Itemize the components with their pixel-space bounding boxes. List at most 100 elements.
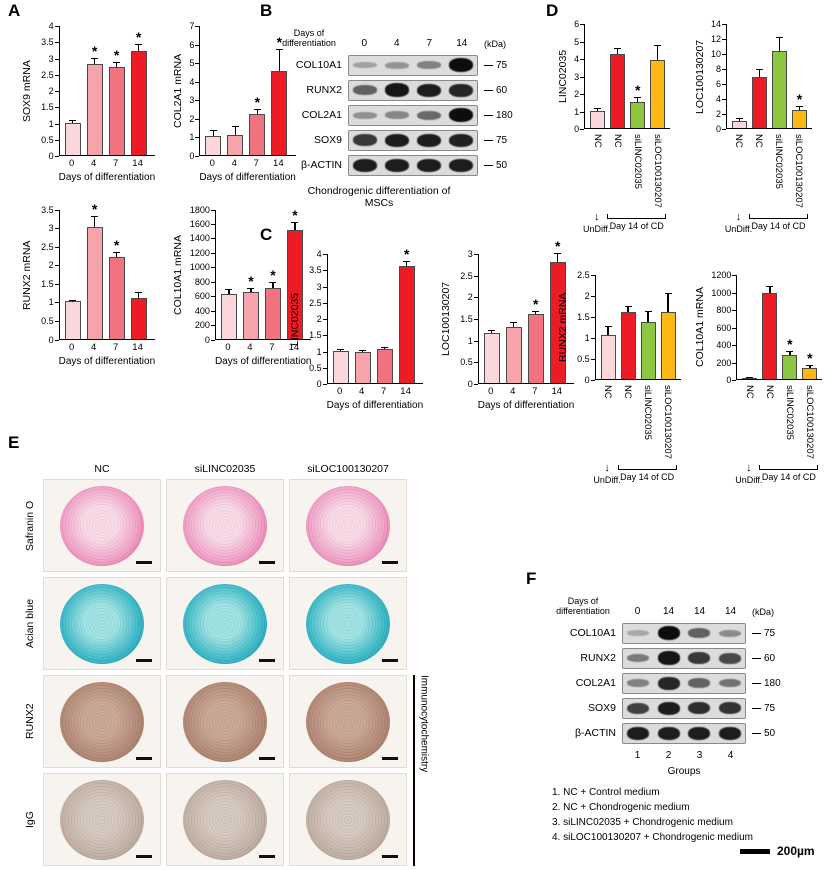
bar-chart-col2a1-mrna: COL2A1 mRNA 0 1 2 3 4 5 6 7 * * 0 4 7 14 Days of differ… — [171, 21, 296, 184]
y-tick-label: 3 — [467, 249, 478, 259]
chart-body: COL10A1 mRNA 0 200 400 600 800 1000 1200 1400 160… — [171, 205, 312, 368]
bar — [640, 322, 656, 379]
day14-group: Day 14 of CD — [607, 214, 667, 231]
plot-area: * — [725, 24, 812, 129]
bar-chart-col10a1-mrna: COL10A1 mRNA 0 200 400 600 800 1000 1200 1400 160… — [171, 205, 312, 368]
histology-image — [289, 773, 407, 866]
x-tick-label: siLINC02035 — [781, 382, 796, 462]
y-tick-label: 0.5 — [41, 134, 58, 145]
error-bar — [735, 118, 743, 121]
x-axis-title: Days of differentiation — [199, 172, 296, 183]
y-tick-label: 5 — [189, 58, 200, 69]
group-bracket — [617, 465, 677, 470]
y-tick-label: 7 — [189, 21, 200, 31]
stain-row-label: RUNX2 — [24, 703, 36, 740]
bar — [108, 256, 125, 339]
band-lane — [623, 702, 654, 714]
x-tick-label: 14 — [132, 341, 143, 353]
bar — [762, 293, 778, 379]
undiff-label: UnDiff. — [583, 224, 611, 234]
x-tick-label: NC — [741, 382, 756, 462]
x-tick-label: 14 — [400, 386, 411, 397]
scale-bar-line — [740, 848, 770, 854]
kda-tick — [752, 732, 761, 734]
bar-group: * — [86, 26, 103, 155]
protein-band — [449, 133, 473, 147]
protein-band — [417, 133, 441, 147]
error-bar — [113, 62, 121, 68]
band-lane — [349, 85, 381, 95]
plot-area — [594, 275, 681, 380]
x-tick-labels: NC NC siLINC02035 siLOC100130207 — [595, 382, 681, 462]
bar — [791, 110, 807, 128]
band-lane — [445, 58, 477, 73]
significance-asterisk: * — [113, 47, 120, 64]
significance-asterisk: * — [91, 42, 98, 59]
y-tick-label: 3.5 — [309, 265, 326, 276]
bar — [130, 297, 147, 339]
y-tick-label: 1 — [48, 297, 59, 308]
protein-band — [385, 133, 409, 147]
x-tick-label: NC — [609, 131, 624, 211]
x-tick-label-text: siLOC100130207 — [793, 134, 805, 208]
days-of-differentiation-label: Days of differentiation — [556, 596, 610, 617]
protein-label: SOX9 — [587, 702, 616, 715]
y-tick-label: 3 — [48, 223, 59, 234]
bar-group: * — [286, 208, 303, 339]
stain-row-label: IgG — [24, 811, 36, 828]
band-lane — [715, 629, 746, 637]
bar-chart-loc100130207: LOC100130207 0 0.5 1 1.5 2 2.5 3 * * 0 4 7 14 Days of … — [439, 239, 575, 412]
blot-row: SOX9 75 — [550, 697, 786, 719]
bar — [600, 334, 616, 379]
protein-band — [353, 134, 377, 147]
histology-image — [166, 773, 284, 866]
blot-strip — [348, 54, 478, 76]
blot-row: β-ACTIN 50 — [276, 154, 518, 176]
day14-group: Day 14 of CD — [617, 465, 677, 482]
kda-value: 75 — [496, 59, 508, 71]
significance-asterisk: * — [276, 34, 283, 51]
undiff-group: ↓ UnDiff. — [577, 212, 617, 235]
blot-row: SOX9 75 — [276, 129, 518, 151]
bar-group — [731, 24, 747, 128]
bar — [802, 367, 818, 379]
blot-strip — [622, 622, 746, 644]
x-group-annotation: ↓ UnDiff. Day 14 of CD — [583, 211, 670, 259]
x-tick-labels: 0 4 7 14 — [478, 386, 575, 397]
lane-label: 14 — [662, 605, 675, 617]
y-tick-label: 1.5 — [309, 330, 326, 341]
protein-band — [627, 679, 650, 688]
undiff-label: UnDiff. — [593, 475, 621, 485]
plot-column: * * NC NC siLINC02035 siLOC100130207 ↓ UnDiff. D… — [735, 275, 823, 510]
y-tick-label: 3.5 — [41, 204, 58, 215]
kda-tick — [484, 64, 493, 66]
bar — [527, 313, 544, 383]
error-bar — [113, 252, 121, 258]
tissue-section — [183, 681, 267, 762]
x-tick-label: 7 — [112, 341, 119, 353]
x-axis-title: Days of differentiation — [58, 172, 156, 183]
kda-tick — [484, 164, 493, 166]
bar — [650, 59, 666, 128]
chart-body: LINC02035 0 1 2 3 4 5 6 * NC NC siLINC02035 siLOC100… — [556, 19, 671, 259]
protein-band — [657, 726, 680, 740]
panel-b: B Days of differentiation 0 4 7 14 (kDa) COL10… — [260, 2, 518, 210]
lane-label: 0 — [361, 37, 368, 49]
plot-area: * * — [736, 275, 823, 380]
blot-strip — [622, 722, 746, 744]
bar — [249, 114, 266, 155]
lane-number: 4 — [727, 749, 734, 761]
bar-group — [220, 210, 237, 339]
bar — [332, 350, 349, 383]
y-tick-label: 6 — [574, 19, 585, 29]
y-tick-label: 0 — [467, 379, 478, 389]
y-tick-label: 0 — [48, 151, 59, 161]
y-tick-label: 0 — [316, 379, 327, 389]
error-bar — [69, 120, 77, 123]
scale-bar-label: 200µm — [777, 844, 815, 858]
band-lane — [654, 701, 685, 715]
x-tick-label: 14 — [273, 158, 284, 169]
protein-label: RUNX2 — [306, 84, 342, 97]
lane-label: 14 — [456, 37, 468, 49]
band-lane — [381, 61, 413, 69]
